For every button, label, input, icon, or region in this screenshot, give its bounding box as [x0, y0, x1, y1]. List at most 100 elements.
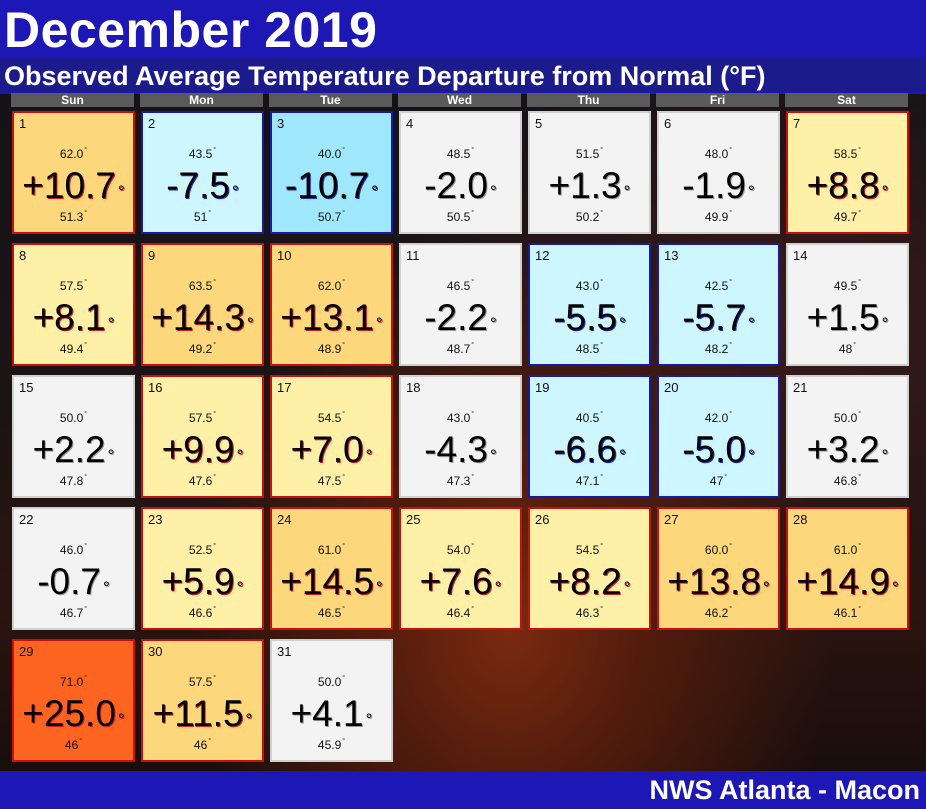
degree-symbol: ° [881, 446, 889, 465]
degree-symbol: ° [729, 210, 733, 217]
day-cell: 10 62.0° +13.1 ° 48.9 ° [270, 243, 393, 366]
departure-value: -2.2 [424, 297, 488, 338]
degree-symbol: ° [231, 182, 239, 201]
departure: +3.2 ° [788, 429, 907, 471]
day-cell: 31 50.0° +4.1 ° 45.9° [270, 639, 393, 762]
footer-bar [0, 771, 926, 809]
normal-average: 47.6° [143, 474, 262, 488]
weekday-header-sun: Sun [11, 93, 134, 107]
observed-average-value: 61.0 [317, 543, 342, 557]
day-cell: 4 48.5° -2.0 ° 50.5° [399, 111, 522, 234]
day-number: 10 [277, 248, 292, 263]
degree-symbol: ° [79, 738, 83, 745]
observed-average: 60.0° [659, 543, 778, 557]
degree-symbol: ° [858, 147, 862, 154]
normal-average-value: 51.3 [59, 210, 84, 224]
normal-average-value: 46.1 [833, 606, 858, 620]
observed-average-value: 57.5 [188, 675, 213, 689]
normal-average: 50.2° [530, 210, 649, 224]
day-cell: 28 61.0° +14.9 ° 46.1° [786, 507, 909, 630]
observed-average-value: 54.0 [446, 543, 471, 557]
observed-average-value: 42.0 [704, 411, 729, 425]
day-cell: 5 51.5° +1.3 ° 50.2° [528, 111, 651, 234]
departure-value: +8.2 [548, 561, 622, 602]
degree-symbol: ° [342, 474, 346, 481]
observed-average-value: 57.5 [59, 279, 84, 293]
day-cell: 27 60.0° +13.8 ° 46.2° [657, 507, 780, 630]
normal-average-value: 47.8 [59, 474, 84, 488]
observed-average-value: 50.0 [317, 675, 342, 689]
observed-average-value: 40.0 [317, 147, 342, 161]
day-cell: 6 48.0° -1.9 ° 49.9° [657, 111, 780, 234]
degree-symbol: ° [891, 578, 899, 597]
normal-average-value: 46.5 [317, 606, 342, 620]
departure-value: -5.7 [682, 297, 746, 338]
departure: -6.6 ° [530, 429, 649, 471]
degree-symbol: ° [471, 411, 475, 418]
normal-average: 46.3° [530, 606, 649, 620]
degree-symbol: ° [375, 578, 383, 597]
degree-symbol: ° [858, 474, 862, 481]
normal-average-value: 46 [193, 738, 208, 752]
normal-average-value: 48.2 [704, 342, 729, 356]
departure: +8.8 ° [788, 165, 907, 207]
departure: +1.5 ° [788, 297, 907, 339]
departure: -10.7 ° [272, 165, 391, 207]
normal-average-value: 51 [193, 210, 208, 224]
departure: +14.3 ° [143, 297, 262, 339]
day-number: 8 [19, 248, 27, 263]
day-cell: 24 61.0° +14.5 ° 46.5° [270, 507, 393, 630]
degree-symbol: ° [102, 578, 110, 597]
day-number: 2 [148, 116, 156, 131]
degree-symbol: ° [600, 342, 604, 349]
degree-symbol: ° [342, 606, 346, 613]
degree-symbol: ° [342, 279, 346, 286]
degree-symbol: ° [84, 474, 88, 481]
departure-value: -7.5 [166, 165, 230, 206]
normal-average: 47° [659, 474, 778, 488]
degree-symbol: ° [208, 210, 212, 217]
normal-average: 48° [788, 342, 907, 356]
departure-value: +5.9 [161, 561, 235, 602]
normal-average: 46.7° [14, 606, 133, 620]
departure-value: +14.9 [796, 561, 890, 602]
weekday-header-fri: Fri [656, 93, 779, 107]
observed-average: 43.0° [530, 279, 649, 293]
normal-average-value: 49.2 [188, 342, 213, 356]
degree-symbol: ° [600, 279, 604, 286]
observed-average-value: 58.5 [833, 147, 858, 161]
observed-average: 42.5° [659, 279, 778, 293]
departure-value: -10.7 [284, 165, 370, 206]
normal-average: 50.7° [272, 210, 391, 224]
departure-value: +14.5 [280, 561, 374, 602]
degree-symbol: ° [213, 279, 217, 286]
weekday-header-thu: Thu [527, 93, 650, 107]
degree-symbol: ° [858, 543, 862, 550]
degree-symbol: ° [729, 279, 733, 286]
normal-average: 47.5° [272, 474, 391, 488]
departure: -0.7 ° [14, 561, 133, 603]
degree-symbol: ° [342, 543, 346, 550]
degree-symbol: ° [107, 446, 115, 465]
departure: +13.1 ° [272, 297, 391, 339]
normal-average: 49.9° [659, 210, 778, 224]
normal-average: 49.2° [143, 342, 262, 356]
normal-average-value: 46.7 [59, 606, 84, 620]
day-cell: 12 43.0° -5.5 ° 48.5° [528, 243, 651, 366]
day-cell: 25 54.0° +7.6 ° 46.4° [399, 507, 522, 630]
normal-average-value: 48 [838, 342, 853, 356]
observed-average-value: 42.5 [704, 279, 729, 293]
normal-average-value: 49.9 [704, 210, 729, 224]
departure-value: +3.2 [806, 429, 880, 470]
departure: -2.2 ° [401, 297, 520, 339]
degree-symbol: ° [365, 710, 373, 729]
observed-average: 62.0° [272, 279, 391, 293]
degree-symbol: ° [84, 342, 88, 349]
day-number: 29 [19, 644, 34, 659]
degree-symbol: ° [747, 446, 755, 465]
degree-symbol: ° [858, 210, 862, 217]
observed-average: 62.0° [14, 147, 133, 161]
day-cell: 15 50.0° +2.2 ° 47.8° [12, 375, 135, 498]
day-number: 9 [148, 248, 156, 263]
normal-average-value: 48.9 [317, 342, 342, 356]
